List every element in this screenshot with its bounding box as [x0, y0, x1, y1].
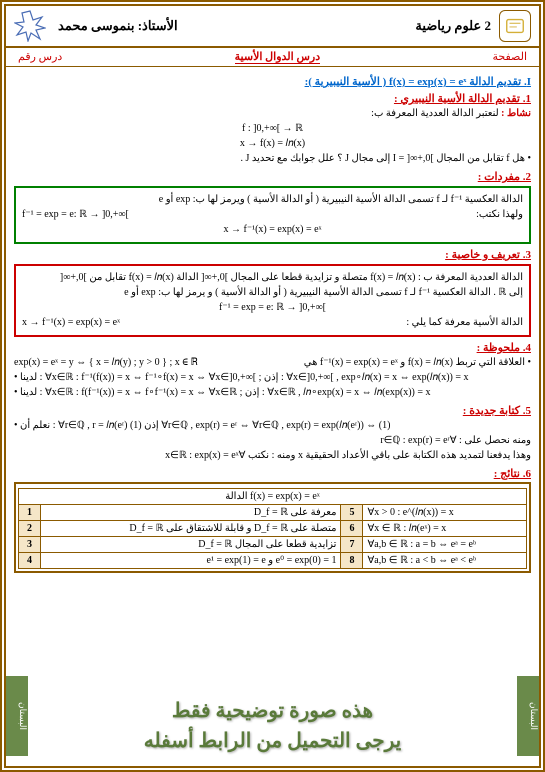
note-l3: • لدينا : ∀x∈ℝ : f(f⁻¹(x)) = x ⇔ f∘f⁻¹(x… — [14, 386, 531, 400]
header-text: 2 علوم رياضية الأستاذ: بنموسى محمد — [50, 18, 499, 34]
lesson-title: درس الدوال الأسية — [235, 50, 320, 64]
watermark-l2: يرجى التحميل من الرابط أسفله — [6, 726, 539, 756]
section-1-title: I. تقديم الدالة f(x) = exp(x) = eˣ ( الأ… — [14, 75, 531, 88]
header-level: 2 علوم رياضية — [415, 18, 491, 34]
section-1-sub: 1. تقديم الدالة الأسية النيبيري : — [14, 92, 531, 105]
table-row: ∀x ∈ ℝ : 𝑙𝑛(eˣ) = x 6 متصلة على D_f = ℝ … — [19, 521, 527, 537]
watermark-l1: هذه صورة توضيحية فقط — [6, 696, 539, 726]
table-row: ∀a,b ∈ ℝ : a < b ⇔ eᵃ < eᵇ 8 e⁰ = exp(0)… — [19, 553, 527, 569]
def-l2: إلى ℝ . الدالة العكسية f⁻¹ لـ f تسمى الد… — [22, 286, 523, 300]
header: 2 علوم رياضية الأستاذ: بنموسى محمد — [6, 6, 539, 48]
table-header: الدالة f(x) = exp(x) = eˣ — [19, 489, 527, 505]
section-3-title: 3. تعريف و خاصية : — [14, 248, 531, 261]
subheader-left: درس رقم — [18, 50, 62, 64]
side-tag-right: البستان — [517, 676, 539, 756]
content: I. تقديم الدالة f(x) = exp(x) = eˣ ( الأ… — [6, 67, 539, 577]
def-l3: الدالة الأسية معرفة كما يلي : x → f⁻¹(x)… — [22, 316, 523, 330]
star-logo — [14, 10, 46, 42]
section-6-title: 6. نتائج : — [14, 467, 531, 480]
question-line: • هل f تقابل من المجال ]0,+∞[ = I إلى مج… — [14, 152, 531, 166]
definition-box: الدالة العددية المعرفة ب : f(x) = 𝑙𝑛(x) … — [14, 264, 531, 337]
activity-line: نشاط : لنعتبر الدالة العددية المعرفة ب: — [14, 107, 531, 121]
vocab-l1: الدالة العكسية f⁻¹ لـ f تسمى الدالة الأس… — [22, 193, 523, 207]
note-l1: • العلاقة التي تربط f(x) = 𝑙𝑛(x) و f⁻¹(x… — [14, 356, 531, 370]
document-page: 2 علوم رياضية الأستاذ: بنموسى محمد الصفح… — [0, 0, 545, 772]
table-row: ∀a,b ∈ ℝ : a = b ⇔ eᵃ = eᵇ 7 تزايدية قطع… — [19, 537, 527, 553]
math-f-def-2: x → f(x) = 𝑙𝑛(x) — [14, 137, 531, 151]
section-5-title: 5. كتابة جديدة : — [14, 404, 531, 417]
def-m1: f⁻¹ = exp = e: ℝ → ]0,+∞[ — [22, 301, 523, 315]
note-l2: • لدينا : ∀x∈ℝ : f⁻¹(f(x)) = x ⇔ f⁻¹∘f(x… — [14, 371, 531, 385]
header-teacher: الأستاذ: بنموسى محمد — [58, 18, 178, 34]
section-4-title: 4. ملحوظة : — [14, 341, 531, 354]
math-f-def-1: f : ]0,+∞[ → ℝ — [14, 122, 531, 136]
new-l2: ومنه نحصل على : ∀r∈ℚ : exp(r) = eʳ — [14, 434, 531, 448]
badge-icon — [499, 10, 531, 42]
subheader-right: الصفحة — [492, 50, 527, 64]
results-wrap: الدالة f(x) = exp(x) = eˣ ∀x > 0 : e^(𝑙𝑛… — [14, 482, 531, 573]
vocab-box: الدالة العكسية f⁻¹ لـ f تسمى الدالة الأس… — [14, 186, 531, 244]
def-l1: الدالة العددية المعرفة ب : f(x) = 𝑙𝑛(x) … — [22, 271, 523, 285]
watermark: هذه صورة توضيحية فقط يرجى التحميل من الر… — [6, 696, 539, 756]
new-l1: • نعلم أن : ∀r∈ℚ , r = 𝑙𝑛(eʳ) إذن (1) ∀r… — [14, 419, 531, 433]
section-2-title: 2. مفردات : — [14, 170, 531, 183]
new-l3: وهذا يدفعنا لتمديد هذه الكتابة على باقي … — [14, 449, 531, 463]
side-tag-left: البستان — [6, 676, 28, 756]
subheader: الصفحة درس الدوال الأسية درس رقم — [6, 48, 539, 67]
vocab-l2: ولهذا نكتب: f⁻¹ = exp = e: ℝ → ]0,+∞[ — [22, 208, 523, 222]
table-row: ∀x > 0 : e^(𝑙𝑛(x)) = x 5 معرفة على D_f =… — [19, 505, 527, 521]
results-table: الدالة f(x) = exp(x) = eˣ ∀x > 0 : e^(𝑙𝑛… — [18, 488, 527, 569]
vocab-m2: x → f⁻¹(x) = exp(x) = eˣ — [22, 223, 523, 237]
